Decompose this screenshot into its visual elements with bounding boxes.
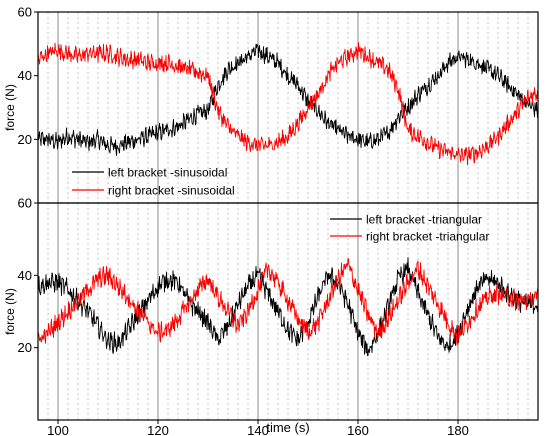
grid-lines-bottom [47,203,529,420]
y-axis-label-bottom: force (N) [3,288,17,335]
y-tick-label: 20 [18,132,32,147]
x-tick-label: 100 [47,423,69,436]
x-tick-label: 160 [347,423,369,436]
series-lines-top [37,42,539,166]
y-axis-label-top: force (N) [3,84,17,131]
legend-top: left bracket -sinusoidal right bracket -s… [72,166,235,198]
legend-label: right bracket -triangular [366,230,489,244]
y-tick-label: 60 [18,196,32,211]
series-line-right-bracket [37,42,539,166]
panel-triangular: 20 40 60 100 120 140 160 180 force (N) left bra… [3,196,539,436]
y-tick-label: 20 [18,340,32,355]
x-tick-label: 180 [447,423,469,436]
series-line-left-bracket [37,43,539,157]
plot-frame [37,202,539,421]
legend-bottom: left bracket -triangular right bracket -t… [330,213,489,244]
y-tick-label: 40 [18,268,32,283]
series-lines-bottom [37,257,539,357]
x-tick-label: 120 [147,423,169,436]
x-axis-label: time (s) [266,420,309,435]
legend-label: right bracket -sinusoidal [108,184,235,198]
series-line-left-bracket [37,257,539,357]
y-tick-label: 60 [18,5,32,20]
x-tick-label: 140 [247,423,269,436]
legend-label: left bracket -triangular [366,213,482,227]
legend-label: left bracket -sinusoidal [108,166,227,180]
series-line-right-bracket [37,257,539,346]
panel-sinusoidal: 20 40 60 force (N) left bracket -sinusoida… [3,5,539,204]
y-tick-label: 40 [18,68,32,83]
axis-bottom: 20 40 60 100 120 140 160 180 [18,196,539,436]
